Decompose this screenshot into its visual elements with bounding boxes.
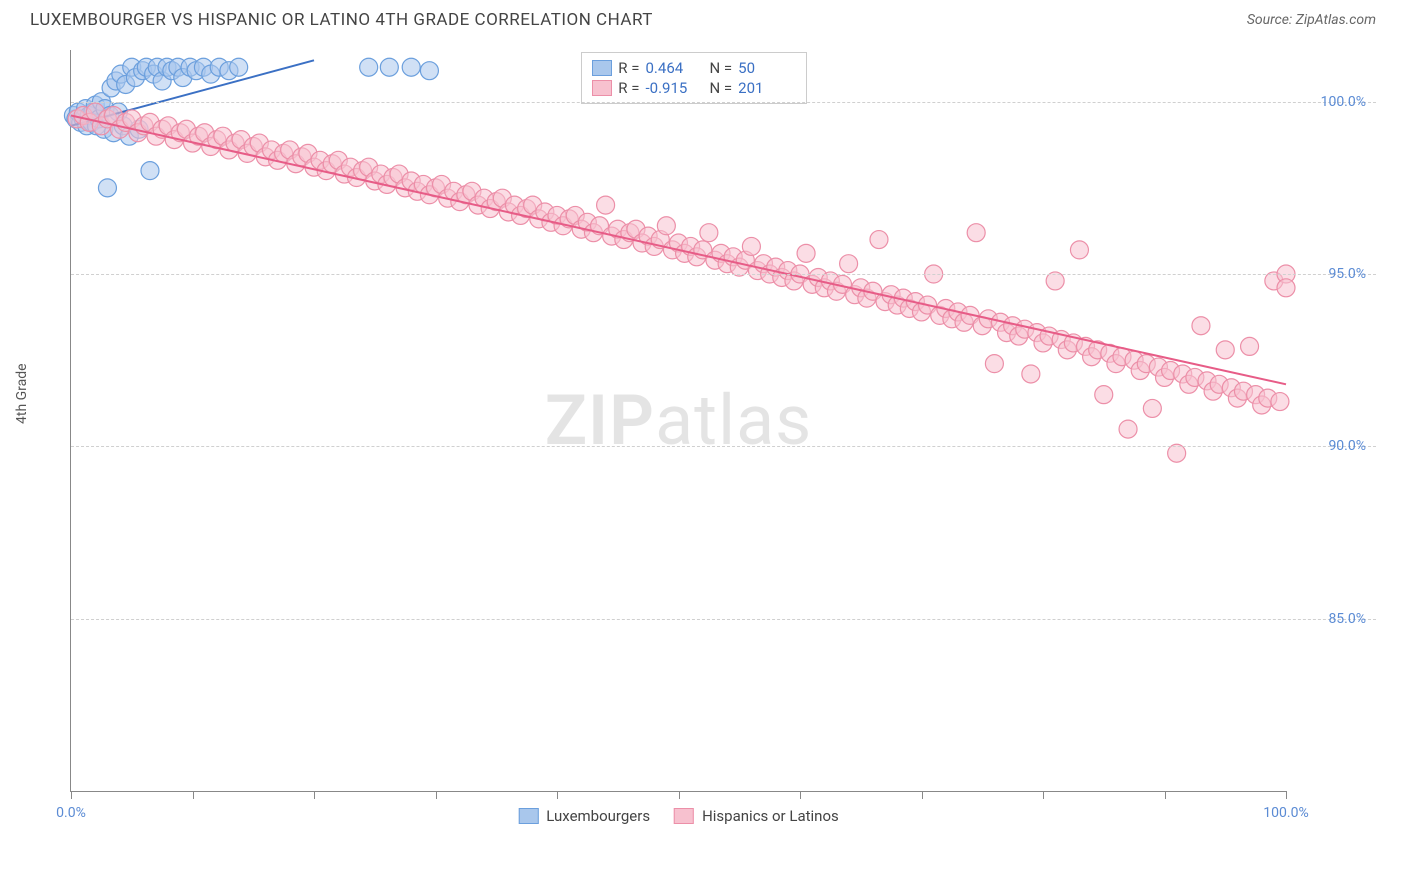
swatch-icon [592,80,612,96]
data-point [1277,279,1295,297]
y-axis-label: 4th Grade [14,363,30,424]
xtick [193,791,194,799]
data-point [230,58,248,76]
xtick [679,791,680,799]
trend-line [71,115,1286,384]
stats-row-1: R = -0.915 N = 201 [592,79,796,97]
legend-label: Hispanics or Latinos [702,807,839,825]
xtick [1165,791,1166,799]
data-point [1241,337,1259,355]
legend-item-0: Luxembourgers [518,807,650,825]
xtick [314,791,315,799]
xtick [1043,791,1044,799]
swatch-icon [518,808,538,824]
r-label: R = [618,79,639,97]
stats-row-0: R = 0.464 N = 50 [592,59,796,77]
xtick [436,791,437,799]
gridline-h [71,274,1376,275]
ytick-label: 90.0% [1328,438,1366,454]
gridline-h [71,102,1376,103]
r-value: 0.464 [646,59,704,77]
data-point [1143,399,1161,417]
n-label: N = [710,79,733,97]
data-point [420,62,438,80]
r-value: -0.915 [646,79,704,97]
stats-legend: R = 0.464 N = 50 R = -0.915 N = 201 [581,52,807,104]
header: LUXEMBOURGER VS HISPANIC OR LATINO 4TH G… [0,0,1406,34]
data-point [1271,393,1289,411]
n-value: 50 [738,59,796,77]
xtick-label: 0.0% [56,805,86,821]
series-legend: Luxembourgers Hispanics or Latinos [518,807,838,825]
xtick [557,791,558,799]
data-point [1119,420,1137,438]
scatter-svg [71,50,1286,791]
data-point [1070,241,1088,259]
data-point [98,179,116,197]
xtick [1286,791,1287,799]
chart-container: 4th Grade ZIPatlas R = 0.464 N = 50 R = … [30,40,1376,852]
data-point [1095,386,1113,404]
ytick-label: 100.0% [1321,94,1366,110]
data-point [402,58,420,76]
n-label: N = [710,59,733,77]
plot-area: ZIPatlas R = 0.464 N = 50 R = -0.915 N =… [70,50,1286,792]
data-point [985,355,1003,373]
data-point [840,255,858,273]
r-label: R = [618,59,639,77]
data-point [742,237,760,255]
xtick-label: 100.0% [1263,805,1308,821]
n-value: 201 [738,79,796,97]
data-point [797,244,815,262]
data-point [1216,341,1234,359]
chart-title: LUXEMBOURGER VS HISPANIC OR LATINO 4TH G… [30,10,653,30]
ytick-label: 85.0% [1328,611,1366,627]
ytick-label: 95.0% [1328,266,1366,282]
data-point [380,58,398,76]
data-point [360,58,378,76]
data-point [1022,365,1040,383]
data-point [870,231,888,249]
xtick [922,791,923,799]
legend-label: Luxembourgers [546,807,650,825]
data-point [657,217,675,235]
data-point [967,224,985,242]
xtick [800,791,801,799]
gridline-h [71,619,1376,620]
swatch-icon [592,60,612,76]
gridline-h [71,446,1376,447]
data-point [141,162,159,180]
xtick [71,791,72,799]
data-point [597,196,615,214]
source-attribution: Source: ZipAtlas.com [1247,12,1376,28]
data-point [1192,317,1210,335]
swatch-icon [674,808,694,824]
legend-item-1: Hispanics or Latinos [674,807,839,825]
data-point [700,224,718,242]
